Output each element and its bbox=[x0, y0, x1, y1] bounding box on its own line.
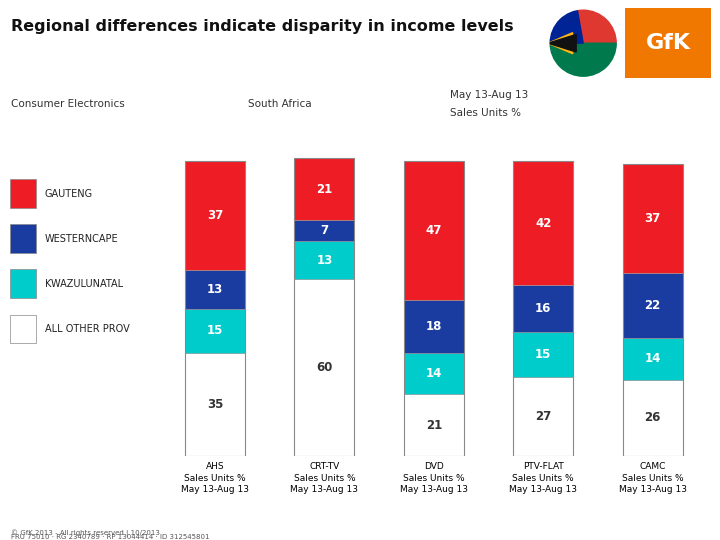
Bar bbox=[513, 161, 573, 456]
Text: 13: 13 bbox=[207, 283, 223, 296]
Text: 15: 15 bbox=[535, 348, 552, 361]
Text: GfK: GfK bbox=[646, 33, 690, 53]
Bar bbox=[623, 164, 683, 273]
Text: 13: 13 bbox=[316, 254, 333, 267]
Text: © GfK 2013 - All rights reserved | 10/2013: © GfK 2013 - All rights reserved | 10/20… bbox=[11, 530, 160, 537]
Text: Sales Units %: Sales Units % bbox=[450, 108, 521, 118]
Bar bbox=[513, 285, 573, 333]
Bar bbox=[185, 309, 245, 353]
Text: South Africa: South Africa bbox=[248, 99, 312, 109]
Bar bbox=[10, 179, 36, 208]
Text: 47: 47 bbox=[426, 224, 442, 237]
Polygon shape bbox=[548, 33, 572, 54]
Bar bbox=[513, 161, 573, 285]
Bar bbox=[404, 300, 464, 353]
Text: 14: 14 bbox=[644, 353, 661, 366]
Bar bbox=[513, 333, 573, 377]
Text: 18: 18 bbox=[426, 320, 442, 333]
Text: GAUTENG: GAUTENG bbox=[45, 188, 93, 199]
Wedge shape bbox=[548, 43, 618, 78]
Bar bbox=[294, 241, 354, 279]
Text: FRU 75010 · RG 2340789 · RP 13044414 · ID 312545801: FRU 75010 · RG 2340789 · RP 13044414 · I… bbox=[11, 534, 210, 540]
Circle shape bbox=[548, 8, 618, 78]
Text: 35: 35 bbox=[207, 398, 223, 411]
Bar bbox=[10, 224, 36, 253]
Text: 27: 27 bbox=[535, 410, 552, 423]
Text: WESTERNCAPE: WESTERNCAPE bbox=[45, 234, 118, 244]
Text: ALL OTHER PROV: ALL OTHER PROV bbox=[45, 324, 130, 334]
Polygon shape bbox=[548, 35, 576, 52]
Bar bbox=[623, 164, 683, 456]
Text: Regional differences indicate disparity in income levels: Regional differences indicate disparity … bbox=[11, 19, 513, 34]
Bar bbox=[623, 338, 683, 380]
Text: 26: 26 bbox=[644, 411, 661, 424]
Text: 22: 22 bbox=[644, 299, 661, 312]
Bar bbox=[185, 161, 245, 456]
Text: 21: 21 bbox=[316, 183, 333, 196]
Bar bbox=[404, 161, 464, 300]
Bar bbox=[513, 377, 573, 456]
Bar bbox=[404, 353, 464, 394]
Text: 15: 15 bbox=[207, 325, 223, 338]
FancyBboxPatch shape bbox=[621, 5, 716, 82]
Bar bbox=[10, 269, 36, 298]
Bar bbox=[294, 279, 354, 456]
Text: 37: 37 bbox=[207, 210, 223, 222]
Text: 60: 60 bbox=[316, 361, 333, 374]
Text: 16: 16 bbox=[535, 302, 552, 315]
Bar bbox=[404, 161, 464, 456]
Text: KWAZULUNATAL: KWAZULUNATAL bbox=[45, 279, 123, 289]
Bar bbox=[185, 353, 245, 456]
Text: May 13-Aug 13: May 13-Aug 13 bbox=[450, 90, 528, 100]
Text: 14: 14 bbox=[426, 367, 442, 380]
Bar bbox=[294, 158, 354, 220]
Text: 21: 21 bbox=[426, 419, 442, 432]
Wedge shape bbox=[548, 8, 618, 43]
Text: 42: 42 bbox=[535, 217, 552, 230]
Bar bbox=[294, 158, 354, 456]
Bar bbox=[623, 273, 683, 338]
Bar bbox=[10, 315, 36, 343]
Bar bbox=[185, 161, 245, 271]
Bar bbox=[623, 380, 683, 456]
Text: 37: 37 bbox=[644, 212, 661, 225]
Bar bbox=[185, 271, 245, 309]
Bar bbox=[404, 394, 464, 456]
Wedge shape bbox=[548, 9, 583, 43]
Text: Consumer Electronics: Consumer Electronics bbox=[11, 99, 125, 109]
Bar bbox=[294, 220, 354, 241]
Text: 7: 7 bbox=[320, 224, 328, 237]
